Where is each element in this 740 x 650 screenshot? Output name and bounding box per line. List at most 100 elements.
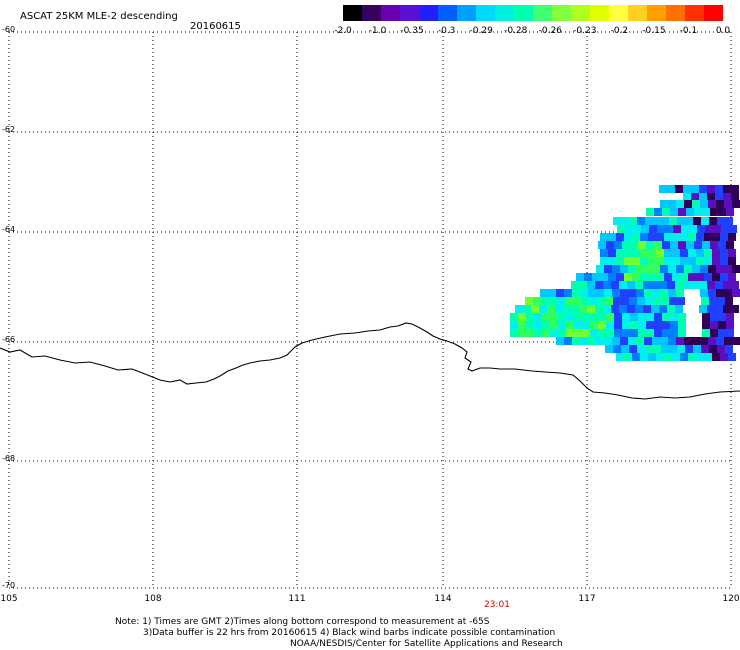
data-cell [571,305,579,313]
data-cell [729,225,737,233]
data-cell [668,265,676,273]
data-cell [677,217,685,225]
data-cell [556,337,564,345]
data-cell [637,217,645,225]
data-cell [696,233,704,241]
color-scale-segment [647,5,666,21]
data-cell [696,249,704,257]
data-cell [716,265,724,273]
color-scale-label: -1.0 [368,26,387,36]
data-cell [718,321,726,329]
data-cell [709,217,717,225]
data-cell [656,233,664,241]
data-cell [616,273,624,281]
data-cell [692,337,700,345]
color-scale-labels: -2.0 -1.0 -0.35 -0.3 -0.29 -0.28 -0.26 -0.23 -0.… [334,26,730,38]
data-cell [717,217,725,225]
data-cell [693,217,701,225]
data-cell [680,273,688,281]
lon-label-117: 117 [578,594,596,604]
data-cell [608,233,616,241]
data-cell [589,297,597,305]
data-cell [572,337,580,345]
data-cell [716,337,724,345]
data-cell [540,289,548,297]
data-cell [688,233,696,241]
data-cell [691,185,699,193]
data-cells [510,185,740,361]
data-cell [688,249,696,257]
data-cell [700,289,708,297]
data-cell [701,345,709,353]
data-cell [678,321,686,329]
data-cell [606,329,614,337]
data-cell [668,200,676,208]
data-cell [603,281,611,289]
antarctic-coastline [0,322,740,400]
data-cell [702,329,710,337]
color-scale-label: 0.0 [715,26,731,36]
data-cell [652,265,660,273]
data-cell [617,225,625,233]
data-cell [600,257,608,265]
data-cell [646,329,654,337]
data-cell [636,337,644,345]
data-cell [685,217,693,225]
data-cell [654,208,662,216]
data-cell [656,257,664,265]
lon-label-108: 108 [144,594,162,604]
color-scale-label: -0.1 [679,26,698,36]
data-cell [704,249,712,257]
data-cell [725,345,733,353]
data-cell [718,313,726,321]
data-cell [724,200,732,208]
data-cell [600,233,608,241]
data-cell [712,273,720,281]
data-cell [659,185,667,193]
data-cell [534,321,542,329]
data-cell [677,345,685,353]
data-cell [728,257,736,265]
color-scale-segment [704,5,723,21]
data-cell [713,225,721,233]
data-cell [700,265,708,273]
data-cell [646,313,654,321]
data-cell [654,329,662,337]
data-cell [710,321,718,329]
data-cell [539,305,547,313]
data-cell [605,345,613,353]
data-cell [728,249,736,257]
data-cell [637,297,645,305]
data-cell [699,193,707,201]
data-cell [675,185,683,193]
data-cell [712,257,720,265]
data-cell [652,289,660,297]
data-cell [510,329,518,337]
data-cell [683,193,691,201]
data-cell [716,289,724,297]
data-cell [588,337,596,345]
data-cell [563,305,571,313]
color-scale-label: -0.29 [469,26,493,36]
data-cell [619,305,627,313]
data-cell [708,200,716,208]
data-cell [548,289,556,297]
data-cell [705,225,713,233]
data-cell [672,249,680,257]
data-cell [732,265,740,273]
data-cell [712,249,720,257]
data-cell [534,329,542,337]
data-cell [712,233,720,241]
color-scale-segment [400,5,419,21]
data-cell [667,281,675,289]
data-cell [700,337,708,345]
data-cell [572,289,580,297]
data-cell [648,273,656,281]
data-cell [660,200,668,208]
data-cell [676,265,684,273]
data-cell [632,233,640,241]
data-cell [676,337,684,345]
data-cell [660,265,668,273]
data-cell [718,329,726,337]
data-cell [670,329,678,337]
